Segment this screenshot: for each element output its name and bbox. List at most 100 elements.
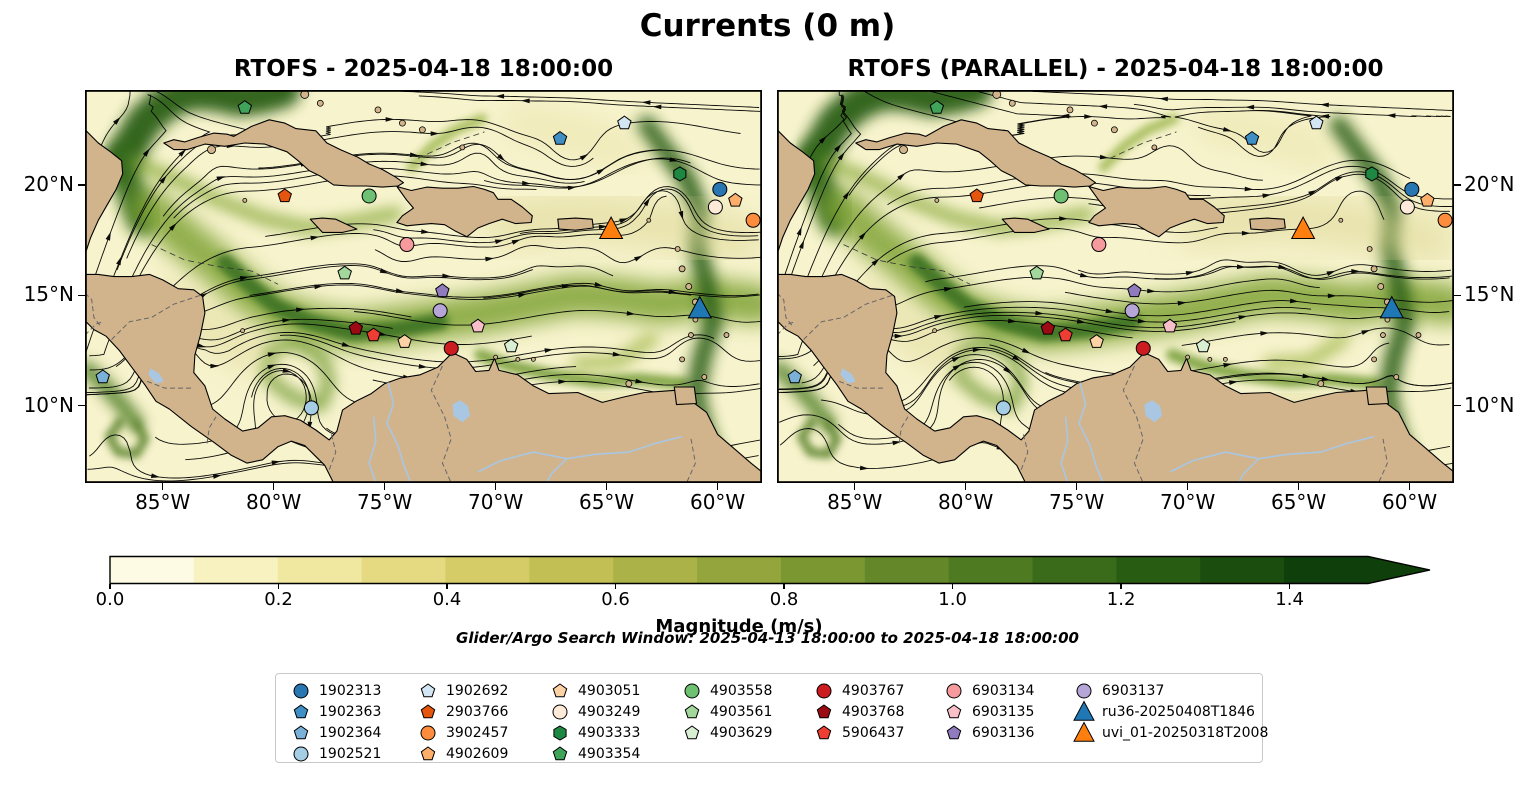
argo-float-marker-6903137 — [432, 303, 448, 319]
streamline-arrow — [212, 474, 222, 479]
small-island — [899, 145, 908, 155]
river — [477, 451, 567, 473]
legend-label: 1902313 — [319, 683, 382, 699]
current-magnitude-feature — [474, 348, 691, 390]
argo-float-marker-4903249 — [707, 199, 723, 215]
streamline — [161, 284, 692, 325]
argo-float-marker-1902363 — [552, 130, 568, 145]
subplot-title-rtofs-parallel: RTOFS (PARALLEL) - 2025-04-18 18:00:00 — [847, 56, 1384, 82]
argo-float-marker-4903051 — [397, 334, 412, 348]
legend-marker-2903766 — [420, 704, 436, 719]
argo-float-legend-marker — [293, 704, 309, 719]
legend-marker-4903249 — [552, 704, 568, 720]
small-island — [1066, 106, 1074, 114]
streamline-arrow — [1084, 114, 1093, 119]
legend-marker-uvi_01-20250318T2008 — [1073, 721, 1095, 742]
legend-marker-6903134 — [946, 683, 962, 699]
streamline-arrow — [1245, 104, 1255, 110]
x-tick-label: 80°W — [246, 490, 302, 514]
streamline — [126, 126, 594, 259]
streamline-arrow — [1060, 113, 1070, 119]
river — [1060, 416, 1069, 483]
argo-float-legend-marker — [420, 746, 436, 761]
streamline — [777, 90, 852, 297]
streamline-arrow — [150, 473, 160, 478]
river — [386, 382, 413, 483]
colorbar-segment — [948, 556, 1034, 584]
legend-item-4903561: 4903561 — [681, 702, 772, 722]
glider-legend-marker — [1073, 700, 1095, 721]
streamline-arrow — [1262, 193, 1272, 199]
colorbar-segment — [780, 556, 866, 584]
argo-float-marker-6903136 — [435, 283, 450, 298]
small-island — [1380, 332, 1386, 338]
legend-marker-4903768 — [816, 704, 832, 719]
landmass — [1088, 185, 1225, 238]
streamline-arrow — [1302, 373, 1312, 379]
streamline-arrow — [485, 256, 495, 262]
x-tick-mark — [161, 483, 164, 490]
streamline-arrow — [142, 148, 150, 157]
streamline-arrow — [818, 136, 827, 144]
streamline-arrow — [1147, 288, 1156, 294]
streamline — [249, 282, 759, 298]
subplot-title-rtofs: RTOFS - 2025-04-18 18:00:00 — [233, 56, 614, 82]
small-island — [646, 217, 652, 223]
legend-label: 6903136 — [972, 725, 1035, 741]
argo-float-marker-4903354 — [237, 100, 253, 114]
streamline-arrow — [418, 364, 428, 369]
glider-legend-marker — [1073, 721, 1095, 742]
streamline-arrow — [497, 153, 506, 162]
x-tick-mark — [716, 483, 719, 490]
y-tick-mark — [78, 294, 85, 297]
streamline-arrow — [105, 231, 111, 241]
streamline-arrow — [518, 293, 527, 298]
country-border — [1378, 438, 1388, 483]
streamline — [989, 344, 1454, 390]
streamline-arrow — [1035, 310, 1045, 316]
small-island — [678, 265, 686, 273]
colorbar-segment — [529, 556, 614, 584]
streamline-arrow — [1177, 300, 1187, 306]
glider-marker-uvi_01-20250318T2008 — [598, 216, 624, 239]
streamline-arrow — [612, 351, 622, 357]
streamline — [374, 245, 762, 264]
streamline-arrow — [196, 343, 206, 348]
streamline-arrow — [1308, 190, 1317, 196]
small-island — [493, 354, 499, 360]
small-island — [1377, 283, 1385, 290]
legend-label: 5906437 — [842, 725, 905, 741]
map-panel-rtofs — [85, 90, 762, 483]
argo-float-legend-marker — [684, 683, 700, 699]
colorbar-tick-mark — [277, 584, 280, 589]
current-magnitude-feature — [1166, 348, 1383, 390]
legend-marker-1902521 — [293, 746, 309, 762]
argo-float-marker-4902609 — [1420, 192, 1435, 207]
country-border — [1020, 434, 1029, 470]
legend-marker-4903629 — [684, 725, 700, 740]
river — [368, 416, 377, 483]
colorbar-tick-mark — [951, 584, 954, 589]
y-tick-mark — [78, 184, 85, 186]
colorbar-segment — [1116, 556, 1201, 584]
bathymetry-contour — [151, 244, 279, 285]
country-border — [430, 365, 452, 483]
argo-float-legend-marker — [420, 704, 436, 719]
argo-float-marker-5906437 — [366, 327, 381, 342]
country-border — [898, 416, 909, 444]
colorbar-segment — [110, 556, 195, 584]
argo-float-marker-3902457 — [745, 212, 761, 228]
legend-marker-5906437 — [816, 725, 832, 740]
legend-label: 6903134 — [972, 683, 1035, 699]
streamline-arrow — [1003, 366, 1012, 374]
streamline-arrow — [952, 364, 962, 371]
x-tick-mark — [272, 483, 275, 490]
legend-item-3902457: 3902457 — [417, 723, 508, 743]
streamline — [378, 90, 760, 108]
small-island — [1185, 354, 1191, 360]
argo-float-legend-marker — [946, 725, 962, 740]
streamline — [886, 190, 1385, 263]
streamline-arrow — [858, 231, 867, 240]
legend-item-1902364: 1902364 — [290, 723, 381, 743]
small-island — [1008, 99, 1016, 107]
